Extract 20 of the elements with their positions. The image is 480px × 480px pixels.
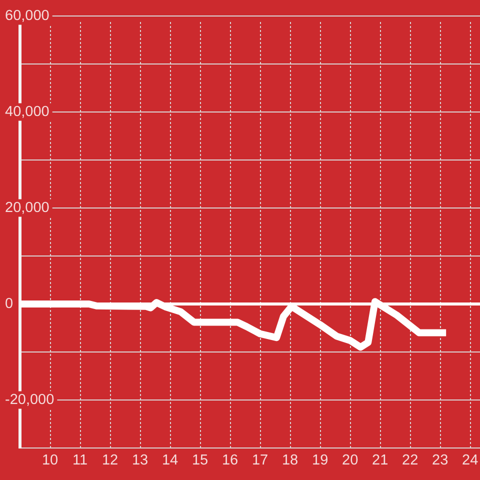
x-tick-label: 10 [42,452,58,469]
x-tick-label: 21 [372,452,388,469]
x-tick-label: 12 [102,452,118,469]
x-tick-label: 11 [72,452,88,469]
x-tick-label: 14 [162,452,178,469]
x-tick-label: 16 [222,452,238,469]
x-tick-label: 15 [192,452,208,469]
x-tick-label: 24 [462,452,478,469]
x-tick-label: 19 [312,452,328,469]
y-tick-label: 60,000 [5,8,50,24]
y-tick-label: 40,000 [5,104,50,120]
x-tick-label: 20 [342,452,358,469]
x-tick-label: 22 [402,452,418,469]
x-tick-label: 17 [252,452,268,469]
y-tick-label: -20,000 [5,392,54,408]
y-tick-label: 0 [5,296,14,312]
x-tick-label: 18 [282,452,298,469]
y-tick-label: 20,000 [5,200,50,216]
x-tick-label: 13 [132,452,148,469]
x-tick-label: 23 [432,452,448,469]
